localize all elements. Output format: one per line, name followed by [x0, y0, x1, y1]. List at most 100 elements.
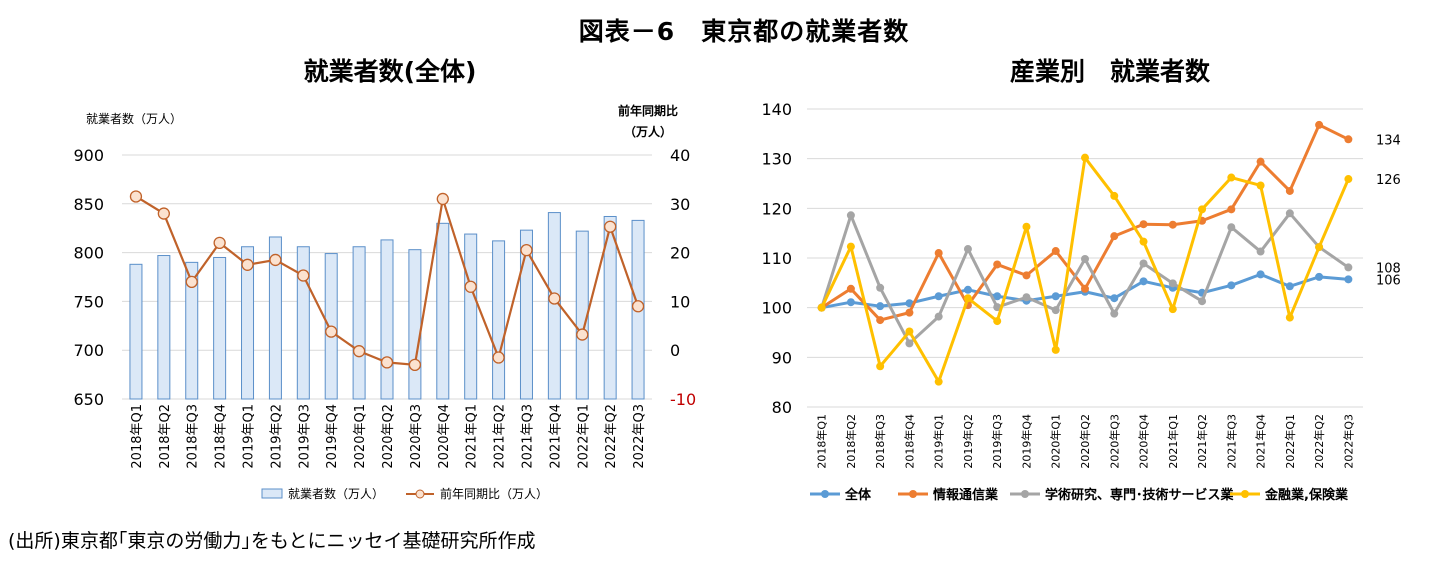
x-tick-label: 2018年Q1	[815, 414, 829, 469]
point-gakujutsu	[1168, 279, 1177, 288]
point-gakujutsu	[934, 312, 943, 321]
y2-tick-label: 10	[670, 292, 690, 311]
point-zentai	[876, 302, 885, 311]
x-tick-label: 2018年Q3	[873, 414, 887, 469]
bar	[603, 215, 617, 400]
bar	[352, 246, 366, 400]
y2-tick-label: 30	[670, 195, 690, 214]
x-tick-label: 2019年Q3	[990, 414, 1004, 469]
bar	[268, 236, 282, 400]
yoy-point	[548, 292, 561, 305]
point-zentai	[993, 292, 1002, 301]
yoy-point	[157, 207, 170, 220]
yoy-point	[269, 253, 282, 267]
x-tick-label: 2021年Q3	[520, 404, 535, 469]
point-gakujutsu	[846, 211, 855, 220]
point-joho	[876, 316, 885, 325]
x-tick-label: 2021年Q3	[1224, 414, 1238, 469]
x-tick-label: 2020年Q3	[409, 404, 424, 469]
point-kinyu	[817, 303, 826, 312]
bar	[185, 261, 199, 400]
y-tick-label: 700	[73, 341, 104, 360]
point-gakujutsu	[1344, 263, 1353, 272]
point-kinyu	[1227, 173, 1236, 182]
legend-label-gakujutsu: 学術研究、専門･技術サービス業	[1045, 487, 1235, 503]
y2-tick-label: 40	[670, 146, 690, 165]
point-zentai	[1344, 275, 1353, 284]
y-tick-label: 80	[772, 398, 792, 417]
point-gakujutsu	[1081, 254, 1089, 263]
legend-line-label: 前年同期比（万人）	[440, 486, 548, 501]
legend-label-zentai: 全体	[844, 487, 872, 503]
point-gakujutsu	[905, 339, 914, 348]
point-joho	[1110, 232, 1119, 241]
point-joho	[1227, 205, 1236, 214]
point-gakujutsu	[1285, 209, 1294, 218]
x-tick-label: 2020年Q1	[353, 404, 368, 469]
y2-axis-title: 前年同期比	[618, 103, 678, 118]
right-chart-title: 産業別 就業者数	[1009, 57, 1210, 86]
point-zentai	[1256, 270, 1265, 279]
legend-bar-swatch	[261, 488, 283, 499]
legend-label-joho: 情報通信業	[933, 487, 999, 503]
x-tick-label: 2019年Q2	[269, 404, 284, 469]
yoy-point	[492, 351, 505, 364]
bar	[408, 249, 422, 400]
point-joho	[1315, 120, 1324, 129]
employment-total-chart: 就業者数（万人）前年同期比（万人）650700750800850900-1001…	[73, 103, 696, 501]
x-tick-label: 2022年Q2	[604, 404, 619, 469]
x-tick-label: 2019年Q3	[297, 404, 312, 469]
x-tick-label: 2020年Q4	[1137, 414, 1151, 469]
point-zentai	[1139, 277, 1148, 286]
y-tick-label: 750	[73, 292, 104, 311]
x-tick-label: 2020年Q3	[1107, 414, 1121, 469]
point-gakujutsu	[1051, 306, 1060, 315]
yoy-point	[129, 190, 143, 203]
y-tick-label: 90	[772, 348, 792, 367]
y-tick-label: 850	[73, 195, 104, 214]
point-joho	[1081, 284, 1089, 293]
x-tick-label: 2021年Q2	[1195, 414, 1209, 469]
x-tick-label: 2019年Q1	[932, 414, 946, 469]
x-tick-label: 2018年Q4	[902, 414, 916, 469]
point-kinyu	[905, 327, 914, 336]
x-tick-label: 2021年Q1	[1166, 414, 1180, 469]
yoy-point	[604, 220, 617, 233]
x-tick-label: 2018年Q2	[158, 404, 173, 469]
x-tick-label: 2022年Q1	[1283, 414, 1297, 469]
y2-axis-unit: （万人）	[624, 124, 672, 139]
point-kinyu	[963, 294, 972, 303]
bar	[129, 263, 143, 400]
x-tick-label: 2022年Q2	[1312, 414, 1326, 469]
x-tick-label: 2019年Q4	[325, 404, 340, 469]
x-tick-label: 2020年Q2	[1078, 414, 1092, 469]
point-joho	[1051, 247, 1060, 256]
x-tick-label: 2019年Q4	[1019, 414, 1033, 469]
yoy-point	[380, 356, 394, 369]
point-joho	[934, 249, 943, 258]
point-kinyu	[876, 362, 885, 371]
source-note: (出所)東京都｢東京の労働力｣をもとにニッセイ基礎研究所作成	[8, 530, 536, 552]
bar	[519, 229, 533, 400]
point-gakujutsu	[1139, 259, 1148, 268]
x-tick-label: 2018年Q2	[844, 414, 858, 469]
point-kinyu	[993, 317, 1002, 326]
point-gakujutsu	[1198, 297, 1207, 306]
bar	[547, 212, 561, 400]
point-joho	[993, 260, 1002, 269]
legend-marker-kinyu	[1241, 490, 1249, 498]
y2-tick-label: 20	[670, 244, 690, 263]
legend-marker-gakujutsu	[1021, 490, 1029, 498]
x-tick-label: 2020年Q2	[381, 404, 396, 469]
bar	[157, 255, 171, 400]
bar	[436, 222, 450, 400]
bar	[492, 240, 506, 400]
end-label-joho: 134	[1376, 133, 1401, 148]
yoy-point	[520, 244, 533, 257]
point-zentai	[1051, 292, 1060, 301]
legend-label-kinyu: 金融業,保険業	[1264, 487, 1349, 503]
bar	[296, 246, 310, 400]
x-tick-label: 2021年Q4	[548, 404, 563, 469]
y-tick-label: 900	[73, 146, 104, 165]
x-tick-label: 2022年Q3	[632, 404, 647, 469]
